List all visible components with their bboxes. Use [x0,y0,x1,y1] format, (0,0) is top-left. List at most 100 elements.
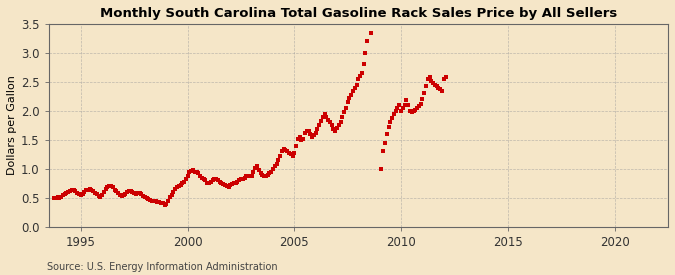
Point [387,116,398,120]
Point [433,86,444,90]
Point [56,194,67,199]
Point [439,77,450,81]
Point [111,189,122,194]
Point [421,84,431,89]
Point [271,162,282,166]
Point [350,86,360,90]
Point [275,154,286,158]
Point [113,190,124,195]
Point [145,198,156,202]
Point [337,114,348,119]
Point [213,178,223,183]
Point [180,177,191,182]
Point [154,200,165,205]
Point [116,194,127,198]
Point [88,189,99,194]
Point [248,169,259,174]
Point [403,103,414,107]
Point [333,123,344,128]
Point [316,119,327,123]
Point [200,178,211,183]
Point [118,193,129,197]
Point [289,150,300,155]
Point [429,82,440,87]
Point [253,168,264,172]
Point [351,82,362,87]
Point [163,199,173,203]
Point [125,189,136,193]
Point [383,125,394,129]
Point [182,174,193,178]
Point [81,188,92,192]
Title: Monthly South Carolina Total Gasoline Rack Sales Price by All Sellers: Monthly South Carolina Total Gasoline Ra… [100,7,617,20]
Point [161,201,171,206]
Point [65,189,76,193]
Point [291,144,302,148]
Point [282,149,293,154]
Point [223,185,234,189]
Point [326,123,337,128]
Point [423,77,433,81]
Point [362,39,373,43]
Point [106,184,117,188]
Point [79,190,90,194]
Point [378,149,389,154]
Point [86,188,97,192]
Point [130,191,141,196]
Point [229,181,240,186]
Point [209,177,219,182]
Point [115,193,126,197]
Point [303,129,314,133]
Point [381,132,392,136]
Point [188,168,198,172]
Point [171,185,182,189]
Point [242,174,253,178]
Point [127,190,138,194]
Point [300,131,310,135]
Point [331,126,342,130]
Point [202,181,213,186]
Point [312,127,323,132]
Point [157,201,168,205]
Point [389,112,400,116]
Point [234,178,244,183]
Point [296,138,307,142]
Point [95,194,106,199]
Point [211,177,221,182]
Point [415,102,426,106]
Point [278,146,289,151]
Point [204,181,215,186]
Point [219,183,230,187]
Point [294,135,305,139]
Point [305,132,316,136]
Point [269,164,280,168]
Point [298,136,308,141]
Point [165,194,176,199]
Point [257,172,268,177]
Point [230,180,241,185]
Point [146,199,157,204]
Point [141,196,152,200]
Point [400,103,410,107]
Point [166,193,177,197]
Point [132,191,143,195]
Point [198,177,209,181]
Point [319,112,330,116]
Point [406,110,417,114]
Point [440,75,451,79]
Point [74,192,84,197]
Point [323,117,333,122]
Point [170,187,181,191]
Point [346,92,357,97]
Point [218,182,229,187]
Point [221,184,232,188]
Point [437,88,448,93]
Point [140,194,151,199]
Point [376,167,387,171]
Point [394,103,405,107]
Point [49,196,59,200]
Point [365,30,376,35]
Point [63,190,74,194]
Point [317,114,328,119]
Point [225,183,236,187]
